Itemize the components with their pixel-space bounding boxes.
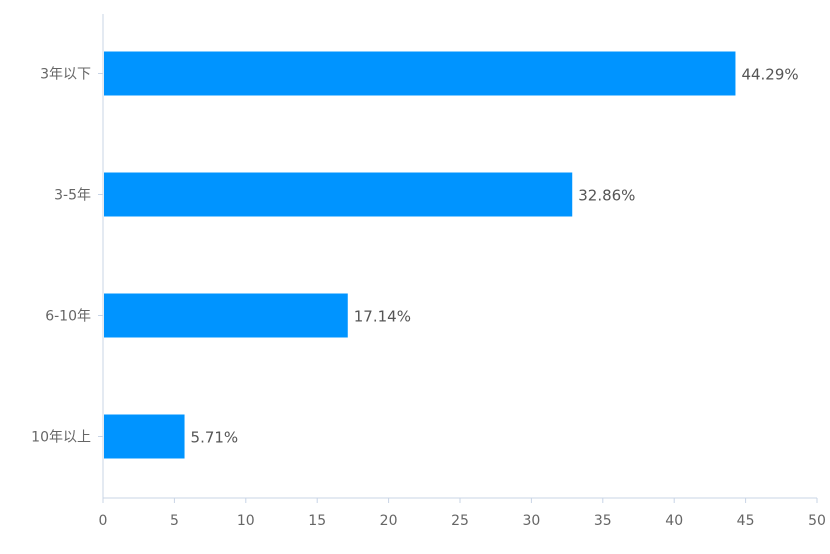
x-tick-label: 25 (451, 513, 469, 529)
bar-value-label: 32.86% (578, 187, 635, 205)
x-tick-label: 10 (237, 513, 255, 529)
x-tick-label: 30 (522, 513, 540, 529)
bar (104, 172, 573, 217)
bar (104, 293, 348, 338)
x-tick-label: 40 (665, 513, 683, 529)
x-tick-label: 0 (99, 513, 108, 529)
x-tick-label: 35 (594, 513, 612, 529)
bar (104, 51, 736, 96)
bar-value-label: 5.71% (191, 429, 239, 447)
x-tick-label: 45 (737, 513, 755, 529)
category-label: 3年以下 (40, 67, 91, 83)
category-label: 3-5年 (54, 188, 91, 204)
x-tick-label: 5 (170, 513, 179, 529)
x-tick-label: 15 (308, 513, 326, 529)
category-label: 10年以上 (31, 430, 91, 446)
bar-value-label: 17.14% (354, 308, 411, 326)
x-tick-label: 50 (808, 513, 826, 529)
bar (104, 414, 185, 459)
x-tick-label: 20 (380, 513, 398, 529)
category-label: 6-10年 (45, 309, 91, 325)
plot-area: 0 5 10 15 20 25 30 35 40 45 50 3年以下 44.29% 3-5年 32.86%… (31, 14, 826, 529)
bar-value-label: 44.29% (741, 66, 798, 84)
